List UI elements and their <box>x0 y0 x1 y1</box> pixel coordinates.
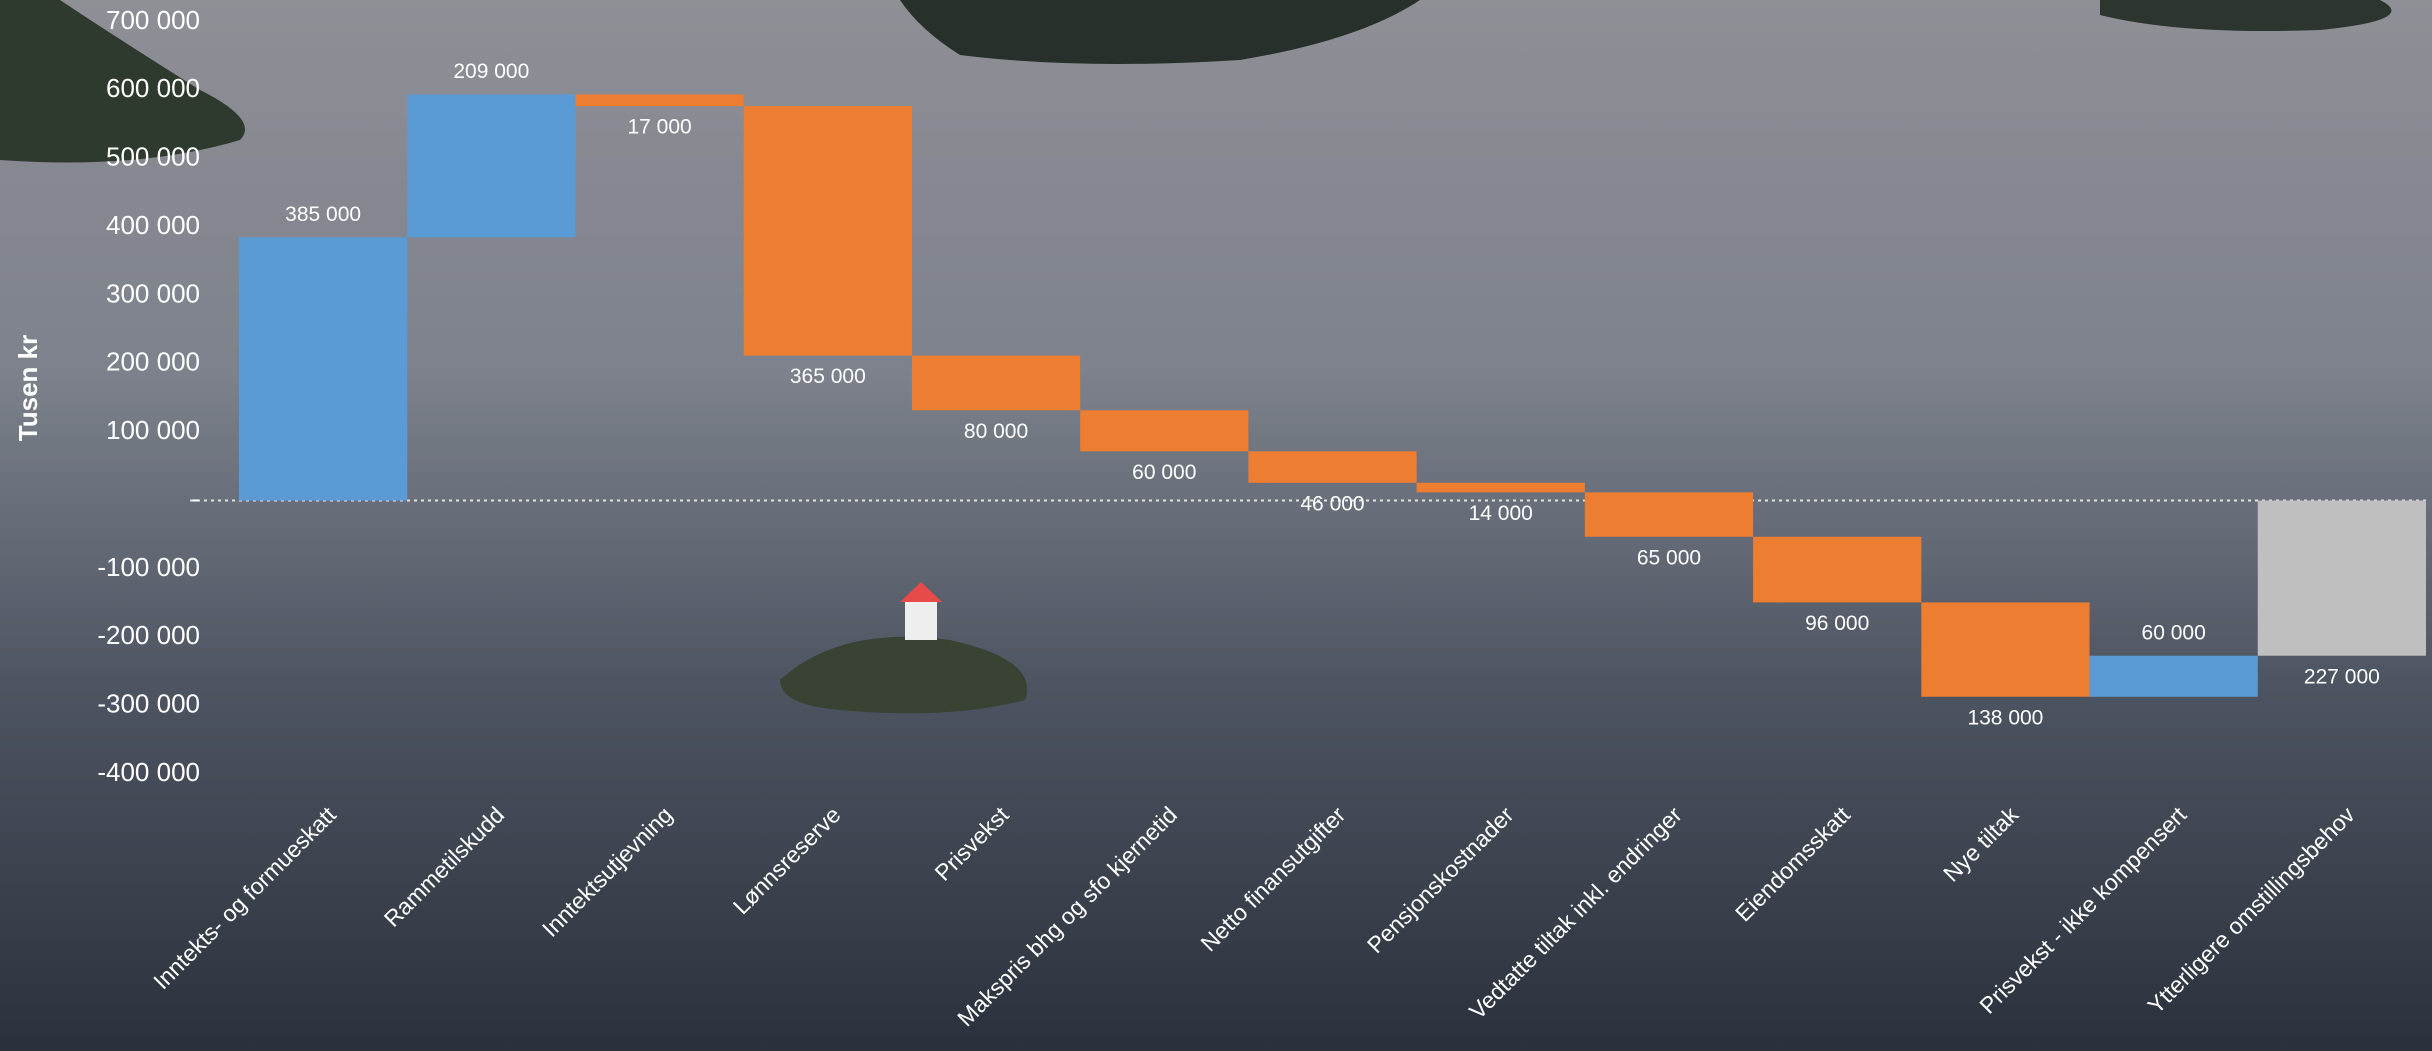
bar <box>2258 501 2426 656</box>
value-label: 227 000 <box>2304 665 2380 688</box>
bar <box>2090 656 2258 697</box>
y-tick-label: 300 000 <box>106 278 200 308</box>
value-label: 138 000 <box>1967 706 2043 729</box>
bar <box>1248 451 1416 482</box>
y-tick-label: -200 000 <box>97 620 200 650</box>
y-tick-label: 400 000 <box>106 210 200 240</box>
bar <box>912 356 1080 411</box>
bar <box>1585 492 1753 536</box>
background-photo <box>0 0 2432 1051</box>
value-label: 365 000 <box>790 365 866 388</box>
value-label: 65 000 <box>1637 546 1701 569</box>
bar <box>239 237 407 500</box>
y-axis-label: Tusen kr <box>13 335 43 441</box>
y-tick-label: 600 000 <box>106 73 200 103</box>
y-tick-label: 500 000 <box>106 142 200 172</box>
y-tick-label: - <box>191 483 200 513</box>
value-label: 80 000 <box>964 420 1028 443</box>
y-tick-label: 700 000 <box>106 5 200 35</box>
bar <box>407 94 575 237</box>
y-tick-label: 100 000 <box>106 415 200 445</box>
y-tick-label: -400 000 <box>97 757 200 787</box>
value-label: 46 000 <box>1300 492 1364 515</box>
bar <box>1753 537 1921 603</box>
bar <box>744 106 912 356</box>
chart: Tusen kr -400 000-300 000-200 000-100 00… <box>0 0 2432 1051</box>
value-label: 96 000 <box>1805 612 1869 635</box>
value-label: 385 000 <box>285 203 361 226</box>
value-label: 209 000 <box>453 60 529 83</box>
y-tick-label: 200 000 <box>106 347 200 377</box>
bar <box>1921 602 2089 696</box>
value-label: 17 000 <box>627 116 691 139</box>
y-tick-label: -100 000 <box>97 552 200 582</box>
page: Tusen kr -400 000-300 000-200 000-100 00… <box>0 0 2432 1051</box>
lighthouse <box>905 600 937 640</box>
bar <box>575 94 743 106</box>
bar <box>1080 410 1248 451</box>
value-label: 14 000 <box>1469 502 1533 525</box>
y-tick-label: -300 000 <box>97 689 200 719</box>
value-label: 60 000 <box>2142 621 2206 644</box>
value-label: 60 000 <box>1132 461 1196 484</box>
bar <box>1417 483 1585 493</box>
